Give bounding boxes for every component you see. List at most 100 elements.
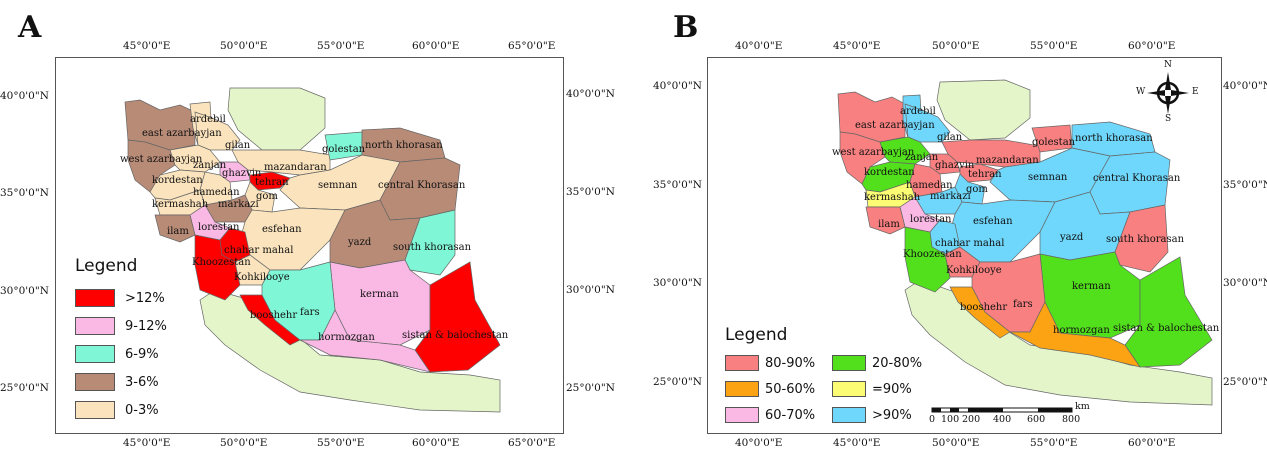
panel-b-label-golestan: golestan [1032, 137, 1076, 148]
panel-b-label-kordestan: kordestan [864, 167, 915, 178]
panel-b-label-ghazvin: ghazvin [935, 160, 975, 171]
panel-b-top-lon-tick: 50°0'0"E [932, 40, 980, 52]
panel-a-label-ardebil: ardebil [190, 114, 226, 125]
panel-a-legend-item: 3-6% [75, 373, 159, 391]
panel-b-legend-swatch [725, 355, 759, 371]
panel-b-right-lat-tick: 40°0'0"N [1223, 80, 1267, 92]
panel-a-label-north-khorasan: north khorasan [365, 140, 443, 151]
compass-west-label: W [1136, 87, 1146, 97]
panel-a-legend-label: 9-12% [125, 318, 167, 334]
panel-b-label-sistan-balochestan: sistan & balochestan [1113, 323, 1220, 334]
scale-tick-label: 400 [993, 414, 1012, 425]
panel-a-left-lat-tick: 40°0'0"N [0, 90, 49, 102]
panel-b-left-lat-tick: 40°0'0"N [653, 80, 702, 92]
panel-a-bottom-lon-tick: 65°0'0"E [508, 437, 556, 449]
panel-a-left-lat-tick: 30°0'0"N [0, 285, 49, 297]
panel-a-right-lat-tick: 30°0'0"N [566, 284, 615, 296]
panel-b-label-zanjan: zanjan [905, 152, 939, 163]
panel-b-label-kerman: kerman [1072, 281, 1111, 292]
panel-a-label-markazi: markazi [218, 199, 259, 210]
panel-b-label-esfehan: esfehan [973, 216, 1013, 227]
panel-b-province-zanjan [879, 136, 931, 165]
panel-a-label-esfehan: esfehan [262, 224, 302, 235]
panel-b-legend-label: >90% [872, 407, 912, 423]
panel-b-left-lat-tick: 25°0'0"N [653, 376, 702, 388]
panel-b-legend-label: 60-70% [765, 407, 816, 423]
panel-a-label-ilam: ilam [167, 226, 189, 237]
panel-b-bottom-lon-tick: 40°0'0"E [735, 437, 783, 449]
panel-a-label-gom: gom [256, 191, 278, 202]
panel-b-label-kermashah: kermashah [864, 192, 921, 203]
panel-b-left-lat-tick: 35°0'0"N [653, 179, 702, 191]
panel-a-label-fars: fars [300, 307, 320, 318]
panel-b-legend-swatch [832, 355, 866, 371]
panel-b-province-sistan-balochestan [1124, 256, 1213, 368]
panel-a-label-south-khorasan: south khorasan [393, 242, 472, 253]
panel-b-label-kohkilooye: Kohkilooye [946, 265, 1002, 276]
scale-tick-label: 100 [941, 414, 960, 425]
panel-b-right-lat-tick: 30°0'0"N [1223, 277, 1267, 289]
panel-a-top-lon-tick: 50°0'0"E [220, 40, 268, 52]
panel-a-right-lat-tick: 35°0'0"N [566, 186, 615, 198]
panel-a-label-khoozestan: Khoozestan [192, 257, 251, 268]
panel-a-bottom-lon-tick: 45°0'0"E [123, 437, 171, 449]
scale-tick-label: 600 [1027, 414, 1046, 425]
panel-b-legend-swatch [832, 407, 866, 423]
panel-b-province-hormozgan [1009, 301, 1141, 368]
compass-south-label: S [1165, 114, 1172, 124]
panel-a-top-lon-tick: 65°0'0"E [508, 40, 556, 52]
panel-a-legend-swatch [75, 373, 115, 391]
compass-east-label: E [1192, 87, 1199, 97]
panel-b-province-khoozestan [904, 226, 951, 293]
panel-b-legend-label: 20-80% [872, 355, 923, 371]
scale-unit-label: km [1075, 401, 1090, 412]
panel-b-label-ardebil: ardebil [900, 106, 936, 117]
panel-a-label-sistan-balochestan: sistan & balochestan [402, 330, 509, 341]
panel-a-legend-label: 3-6% [125, 374, 159, 390]
panel-b-label-ilam: ilam [878, 219, 900, 230]
panel-b-right-lat-tick: 35°0'0"N [1223, 179, 1267, 191]
panel-a-top-lon-tick: 45°0'0"E [123, 40, 171, 52]
panel-b-legend-item: >90% [832, 407, 912, 423]
panel-b-legend-item: 60-70% [725, 407, 815, 423]
scale-tick-label: 200 [962, 414, 981, 425]
panel-a-label-hormozgan: hormozgan [318, 332, 375, 343]
panel-a-label-yazd: yazd [347, 237, 372, 248]
panel-b-label-gom: gom [966, 184, 988, 195]
panel-b-label-hormozgan: hormozgan [1053, 325, 1110, 336]
panel-a-right-lat-tick: 25°0'0"N [566, 382, 615, 394]
panel-a-label-west-azarbayjan: west azarbayjan [120, 154, 203, 165]
panel-b-legend-item: 80-90% [725, 355, 815, 371]
panel-a-legend-swatch [75, 289, 115, 307]
panel-a-bottom-lon-tick: 50°0'0"E [220, 437, 268, 449]
scale-bar-icon [931, 407, 1073, 413]
compass-rose-icon [1147, 72, 1189, 114]
panel-b-province-ilam [865, 206, 906, 235]
panel-a-label-ghazvin: ghazvin [222, 168, 262, 179]
panel-b-label-lorestan: lorestan [910, 214, 952, 225]
panel-b-legend-item: 20-80% [832, 355, 922, 371]
panel-a-label-chahar-mahal: chahar mahal [224, 245, 293, 256]
panel-a-label-booshehr: booshehr [250, 310, 297, 321]
panel-a-province-hormozgan [299, 309, 431, 373]
panel-b-legend-swatch [725, 381, 759, 397]
panel-a-legend-swatch [75, 401, 115, 419]
panel-b-left-lat-tick: 30°0'0"N [653, 277, 702, 289]
panel-a-label-kerman: kerman [360, 289, 399, 300]
panel-a-province-sistan-balochestan [414, 261, 501, 373]
panel-a-top-lon-tick: 60°0'0"E [412, 40, 460, 52]
panel-b-label-fars: fars [1013, 299, 1033, 310]
panel-a-bottom-lon-tick: 55°0'0"E [317, 437, 365, 449]
panel-a-label-golestan: golestan [322, 144, 366, 155]
panel-a-legend-label: >12% [125, 290, 165, 306]
panel-b-label-west-azarbayjan: west azarbayjan [832, 147, 915, 158]
panel-a-label-east-azarbayjan: east azarbayjan [142, 128, 222, 139]
panel-b-bottom-lon-tick: 55°0'0"E [1030, 437, 1078, 449]
panel-b-legend-label: 80-90% [765, 355, 816, 371]
panel-a-legend-label: 6-9% [125, 346, 159, 362]
panel-b-bottom-lon-tick: 45°0'0"E [833, 437, 881, 449]
panel-b-legend-label: =90% [872, 381, 912, 397]
panel-a-legend-swatch [75, 317, 115, 335]
